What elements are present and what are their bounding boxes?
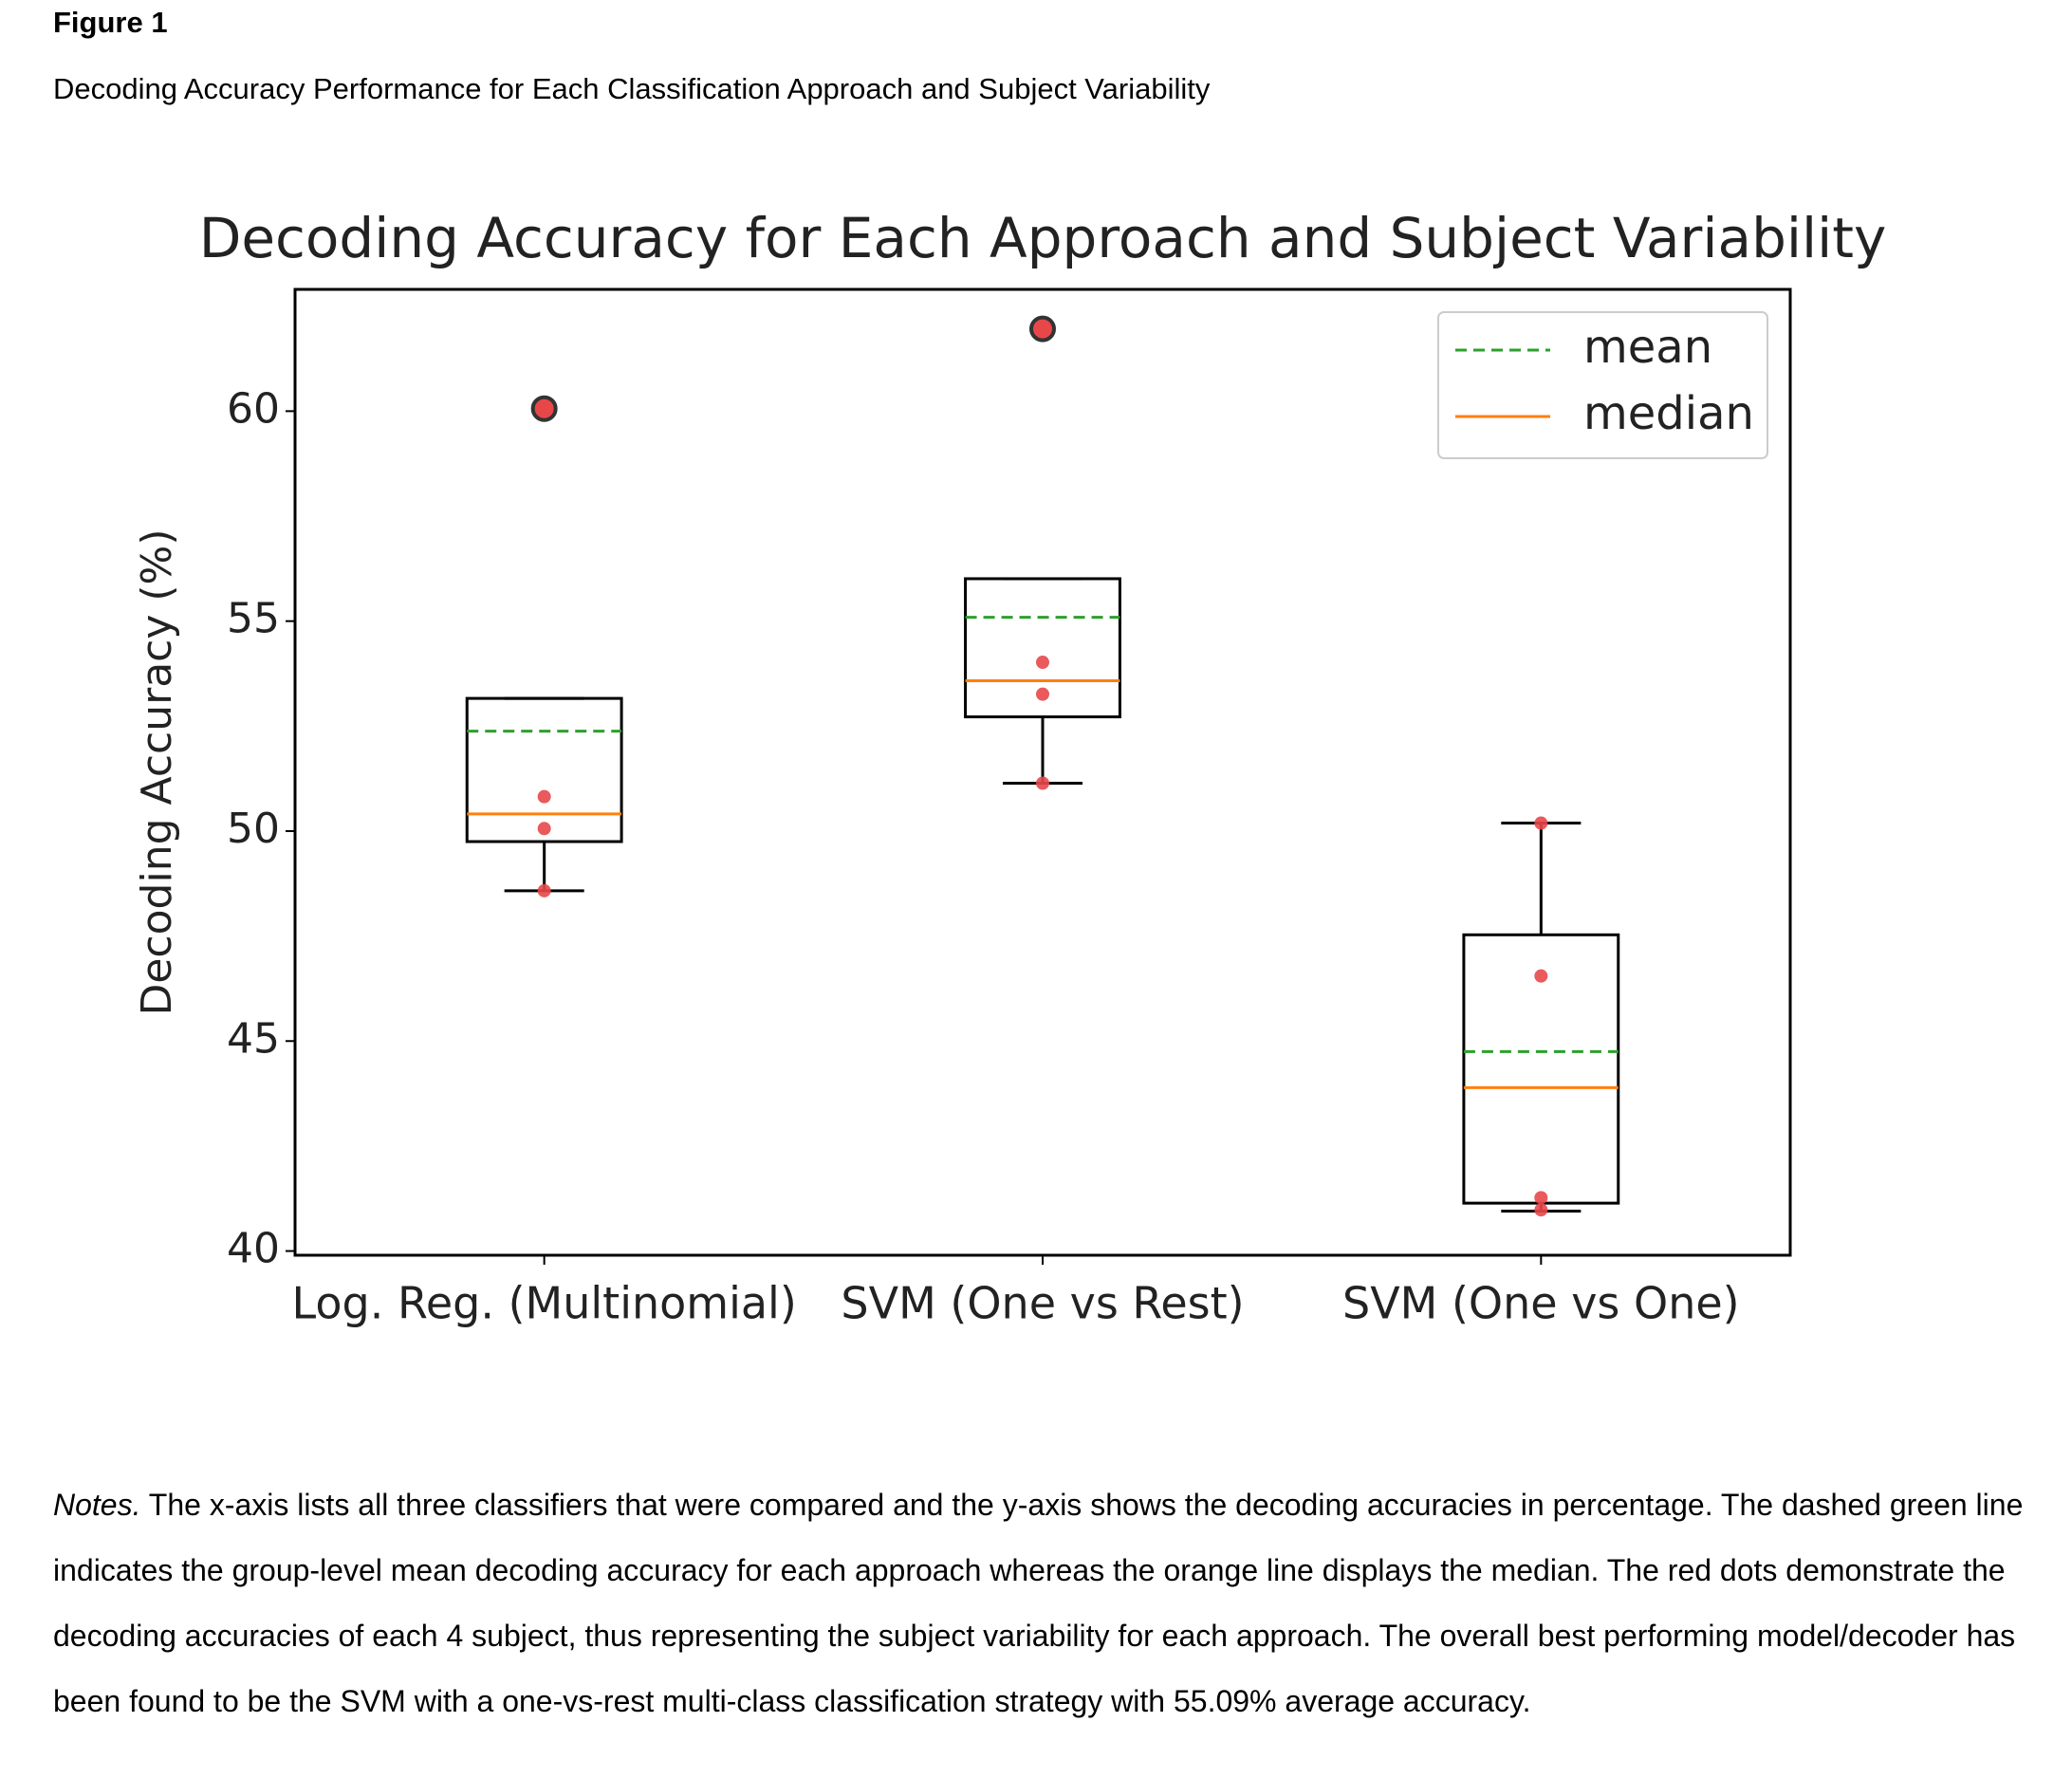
y-tick-label: 60 [227, 384, 280, 433]
x-tick-label: Log. Reg. (Multinomial) [292, 1278, 797, 1329]
subject-point [1036, 656, 1049, 670]
legend-label: median [1583, 387, 1754, 440]
notes-label: Notes. [53, 1488, 141, 1522]
subject-point [1036, 687, 1049, 701]
y-tick-label: 55 [227, 595, 280, 643]
figure-label: Figure 1 [53, 6, 168, 39]
y-axis-label: Decoding Accuracy (%) [133, 528, 181, 1015]
subject-point [1534, 1203, 1548, 1217]
plot-frame [293, 287, 1792, 1257]
chart-title: Decoding Accuracy for Each Approach and … [199, 206, 1887, 270]
flier [530, 395, 558, 422]
subject-point [537, 822, 551, 836]
box [465, 696, 623, 843]
legend-label: mean [1583, 321, 1712, 374]
y-tick-label: 40 [227, 1225, 280, 1273]
figure-caption: Decoding Accuracy Performance for Each C… [53, 72, 1211, 105]
y-tick-label: 45 [227, 1014, 280, 1063]
notes-text: The x-axis lists all three classifiers t… [53, 1488, 2024, 1718]
notes: Notes. The x-axis lists all three classi… [53, 1472, 2055, 1734]
subject-point [537, 789, 551, 804]
subject-point [1534, 816, 1548, 830]
flier [1029, 315, 1056, 343]
y-tick-label: 50 [227, 805, 280, 853]
subject-point [537, 883, 551, 898]
box [964, 577, 1121, 719]
subject-point [1534, 1191, 1548, 1205]
x-tick-label: SVM (One vs Rest) [841, 1278, 1244, 1329]
chart: Decoding Accuracy for Each Approach and … [133, 206, 1887, 1329]
subject-point [1036, 776, 1049, 790]
x-tick-label: SVM (One vs One) [1342, 1278, 1740, 1329]
subject-point [1534, 969, 1548, 983]
